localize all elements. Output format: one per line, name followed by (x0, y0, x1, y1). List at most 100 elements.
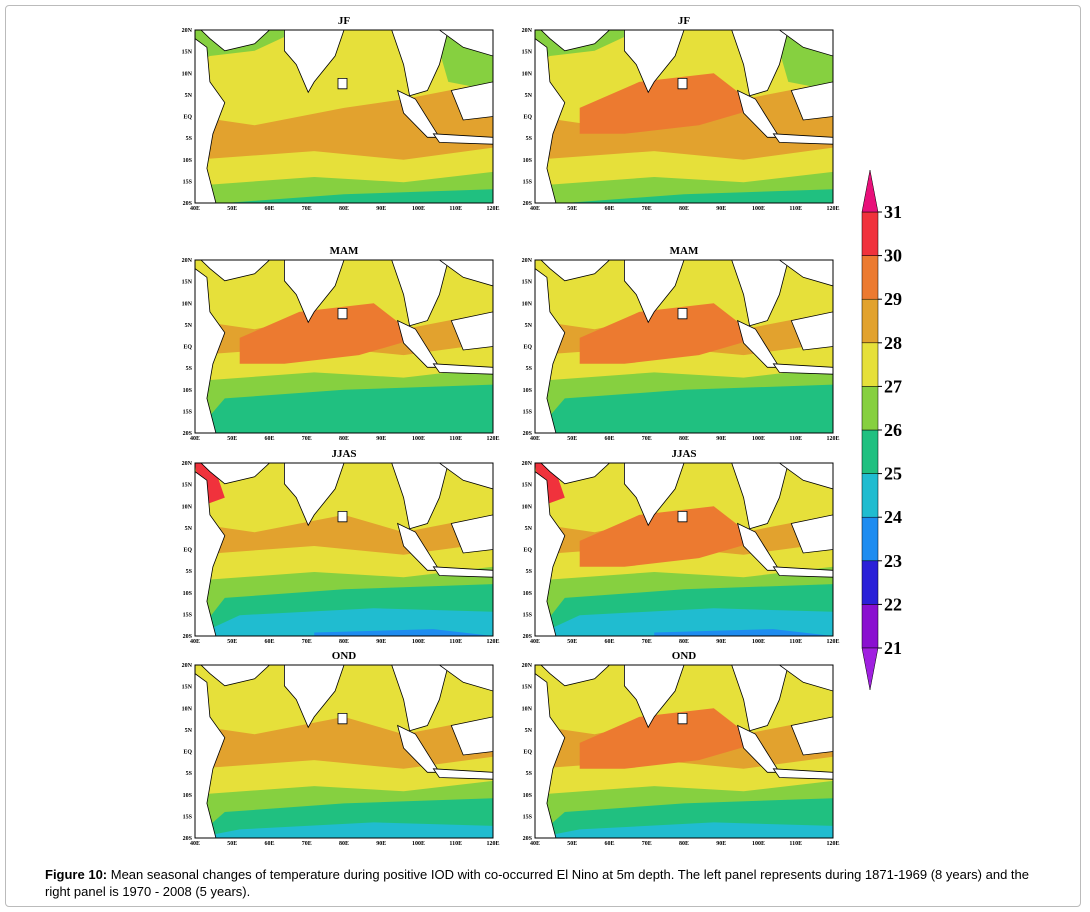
lon-label: 100E (752, 206, 765, 212)
colorbar-segment (861, 211, 879, 256)
lon-label: 100E (752, 841, 765, 847)
lon-label: 60E (604, 639, 614, 645)
lon-label: 100E (412, 639, 425, 645)
land (540, 30, 611, 52)
land (432, 363, 493, 375)
lat-label: 15S (523, 612, 533, 618)
lat-label: 20S (183, 431, 193, 437)
lon-label: 50E (567, 639, 577, 645)
land (772, 566, 833, 578)
land (736, 319, 781, 368)
land (432, 566, 493, 578)
land (778, 30, 833, 57)
colorbar-tick-label: 21 (884, 638, 902, 658)
lat-label: 5N (185, 526, 193, 532)
lon-label: 90E (716, 841, 726, 847)
lat-label: 10S (183, 793, 193, 799)
lat-label: EQ (183, 548, 192, 554)
lat-label: 15S (523, 179, 533, 185)
sst-core (579, 73, 759, 134)
land (337, 78, 348, 90)
land (731, 260, 789, 327)
lat-label: EQ (523, 115, 532, 121)
lat-label: 15N (522, 50, 533, 56)
lon-label: 90E (716, 436, 726, 442)
panel-title: JF (338, 15, 351, 27)
sst-band (535, 189, 833, 203)
lon-label: 80E (339, 436, 349, 442)
lat-label: 5N (525, 93, 533, 99)
lon-label: 40E (530, 639, 540, 645)
land (772, 768, 833, 780)
map-panel (195, 30, 493, 203)
lat-label: 20S (183, 836, 193, 842)
lon-label: 80E (679, 639, 689, 645)
colorbar-tick-label: 26 (884, 420, 902, 440)
lon-label: 110E (789, 639, 802, 645)
land (195, 673, 226, 838)
lon-label: 50E (227, 841, 237, 847)
lon-label: 90E (376, 436, 386, 442)
lat-label: 10S (523, 388, 533, 394)
sst-band (535, 608, 833, 636)
lon-label: 90E (376, 639, 386, 645)
land (195, 38, 226, 203)
lon-label: 50E (567, 841, 577, 847)
lat-label: EQ (523, 750, 532, 756)
lat-label: 5N (525, 323, 533, 329)
lat-label: 15N (182, 280, 193, 286)
lon-label: 120E (826, 436, 839, 442)
colorbar-tick-label: 25 (884, 464, 902, 484)
lon-label: 100E (412, 206, 425, 212)
lat-label: 15S (183, 612, 193, 618)
colorbar-segment (861, 342, 879, 387)
panel-title: OND (332, 650, 357, 662)
land (432, 768, 493, 780)
panel-title: JF (678, 15, 691, 27)
colorbar-segment (861, 560, 879, 605)
lat-label: 5N (525, 526, 533, 532)
land (438, 260, 493, 287)
land (790, 514, 833, 554)
land (540, 665, 611, 687)
lon-label: 40E (530, 436, 540, 442)
lat-label: 20N (522, 461, 533, 467)
map-border (194, 664, 494, 839)
land (438, 665, 493, 692)
map-panel (195, 463, 493, 636)
panel-title: JJAS (331, 448, 356, 460)
lon-label: 110E (449, 436, 462, 442)
lon-label: 40E (530, 841, 540, 847)
map-panel (195, 260, 493, 433)
land (540, 463, 611, 485)
land (535, 268, 566, 433)
land (200, 260, 271, 282)
sst-band (314, 629, 493, 636)
lat-label: 15N (182, 685, 193, 691)
lat-label: 20S (183, 634, 193, 640)
colorbar-tick-label: 29 (884, 289, 902, 309)
panel-title: MAM (330, 245, 359, 257)
land (450, 81, 493, 121)
lon-label: 90E (716, 206, 726, 212)
colorbar-segment (861, 298, 879, 344)
lat-label: 20N (522, 28, 533, 34)
lon-label: 50E (227, 639, 237, 645)
land (391, 665, 449, 732)
lat-label: 20S (523, 201, 533, 207)
lon-label: 70E (302, 639, 312, 645)
lat-label: 15S (523, 814, 533, 820)
colorbar-over (861, 169, 879, 213)
lon-label: 70E (642, 639, 652, 645)
lon-label: 60E (264, 841, 274, 847)
sst-band (195, 189, 493, 203)
lon-label: 110E (449, 841, 462, 847)
land (200, 665, 271, 687)
land (731, 463, 789, 530)
land (624, 665, 685, 729)
land (540, 260, 611, 282)
lat-label: 5S (526, 771, 533, 777)
lon-label: 90E (716, 639, 726, 645)
